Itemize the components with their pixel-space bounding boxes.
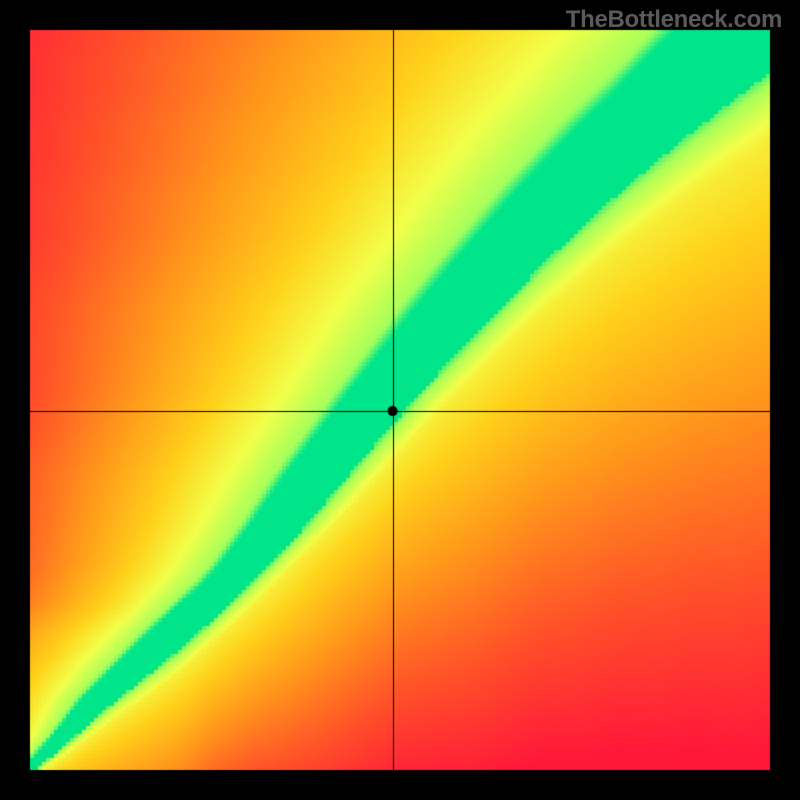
heatmap-canvas [0, 0, 800, 800]
watermark-text: TheBottleneck.com [566, 6, 782, 34]
bottleneck-heatmap: TheBottleneck.com [0, 0, 800, 800]
